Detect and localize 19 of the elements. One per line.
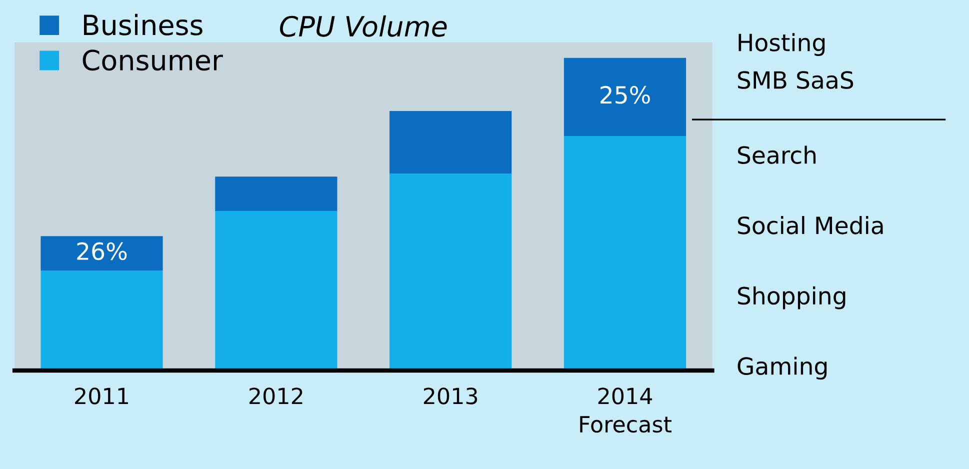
text: Social Media — [738, 216, 883, 234]
text: Search — [738, 146, 816, 164]
x-tick-label: 2011 — [75, 388, 128, 404]
x-tick-label: 2014 Forecast — [580, 388, 672, 433]
chart-title: CPU Volume — [280, 15, 447, 37]
text: Shopping — [738, 286, 846, 310]
legend-label: Consumer — [82, 50, 223, 71]
text: Gaming — [738, 356, 827, 380]
bar — [215, 176, 338, 212]
bar — [40, 236, 163, 270]
text: Hosting — [738, 33, 825, 56]
bar — [564, 58, 686, 136]
bar — [390, 110, 512, 174]
annotation: 26% — [77, 242, 127, 260]
x-tick-label: 2012 — [250, 388, 302, 404]
annotation: 25% — [600, 86, 650, 104]
text: SMB SaaS — [738, 71, 854, 89]
legend-label: Business — [84, 14, 202, 36]
x-tick-label: 2013 — [424, 388, 478, 404]
